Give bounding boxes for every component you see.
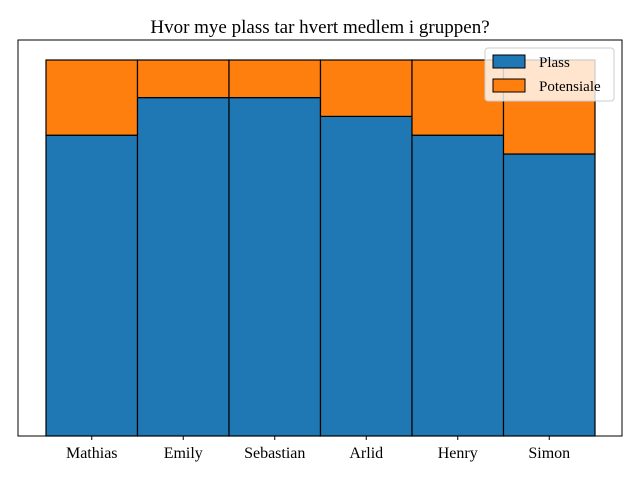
bar-potensiale-mathias	[45, 59, 139, 136]
bar-plass-sebastian	[228, 96, 322, 437]
x-tick-label: Sebastian	[244, 445, 305, 462]
bar-plass-mathias	[45, 134, 139, 437]
bar-plass-henry	[411, 134, 505, 437]
bar-plass-simon	[502, 153, 596, 437]
bar-plass-arlid	[319, 115, 413, 437]
bar-potensiale-sebastian	[228, 59, 322, 99]
legend-swatch-potensiale	[492, 78, 526, 93]
legend-label-plass: Plass	[539, 55, 570, 71]
x-axis-ticks: Mathias Emily Sebastian Arlid Henry Simon	[66, 436, 570, 462]
x-tick-label: Simon	[528, 445, 570, 462]
x-tick-label: Emily	[164, 445, 203, 462]
bar-plass-emily	[136, 96, 230, 437]
chart-title: Hvor mye plass tar hvert medlem i gruppe…	[150, 17, 489, 38]
bars-group	[45, 59, 596, 437]
legend-label-potensiale: Potensiale	[539, 79, 601, 95]
axes-frame	[17, 39, 623, 437]
x-tick-label: Arlid	[349, 445, 383, 462]
legend-swatch-plass	[492, 54, 526, 69]
legend: Plass Potensiale	[484, 47, 615, 102]
x-tick-label: Henry	[438, 445, 478, 462]
bar-potensiale-arlid	[319, 59, 413, 118]
x-tick-label: Mathias	[66, 445, 118, 462]
bar-potensiale-emily	[136, 59, 230, 99]
